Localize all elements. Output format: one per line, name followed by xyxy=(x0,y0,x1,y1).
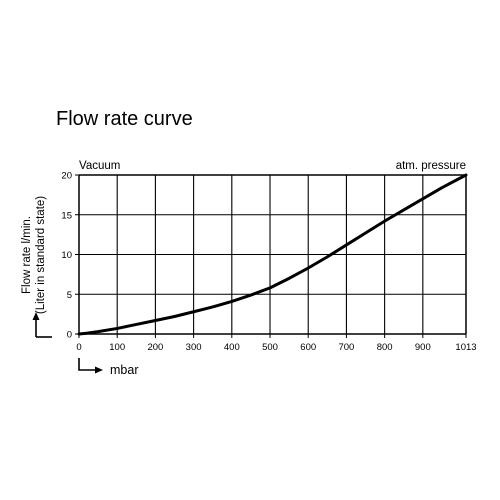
y-axis-label: Flow rate l/min. (Liter in standard stat… xyxy=(21,196,47,314)
x-axis-label: mbar xyxy=(110,363,138,377)
tick-labels: 0 100 200 300 400 500 600 700 800 900 1013 0 5 10 15 20 xyxy=(61,171,476,354)
y-tick-label: 15 xyxy=(61,210,72,221)
x-direction-arrow xyxy=(78,358,103,374)
y-tick-label: 5 xyxy=(67,290,72,301)
y-axis-label-line1: Flow rate l/min. xyxy=(21,216,33,294)
x-tick-label: 1013 xyxy=(455,342,476,353)
series-line-flow-rate xyxy=(77,173,468,336)
y-axis-label-line2: (Liter in standard state) xyxy=(35,196,47,314)
y-tick-label: 20 xyxy=(61,171,72,182)
y-tick-label: 10 xyxy=(61,250,72,261)
x-tick-label: 700 xyxy=(338,342,354,353)
x-tick-label: 600 xyxy=(300,342,316,353)
x-tick-label: 800 xyxy=(377,342,393,353)
x-tick-label: 900 xyxy=(415,342,431,353)
x-tick-label: 100 xyxy=(109,342,125,353)
x-tick-label: 300 xyxy=(186,342,202,353)
x-tick-label: 400 xyxy=(224,342,240,353)
y-direction-arrow xyxy=(32,312,52,338)
vacuum-label: Vacuum xyxy=(79,160,120,172)
x-tick-label: 500 xyxy=(262,342,278,353)
grid xyxy=(75,174,467,338)
chart-title: Flow rate curve xyxy=(56,108,193,130)
y-tick-label: 0 xyxy=(67,330,72,341)
atm-pressure-label: atm. pressure xyxy=(396,160,466,172)
x-tick-label: 0 xyxy=(76,342,81,353)
x-tick-label: 200 xyxy=(147,342,163,353)
